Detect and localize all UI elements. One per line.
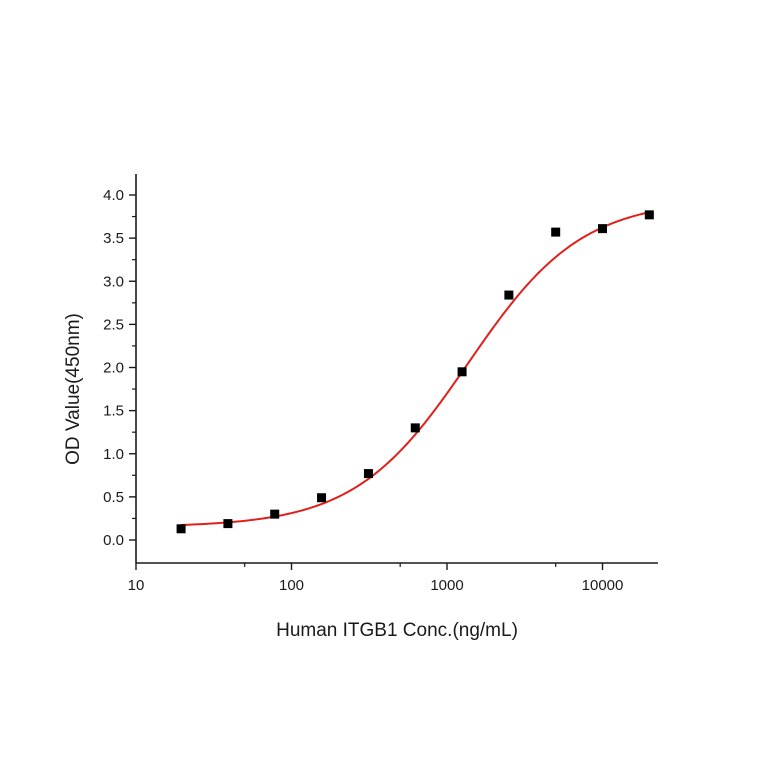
y-tick-label: 1.5	[103, 403, 124, 420]
axes	[135, 174, 658, 564]
x-tick-label: 1000	[430, 577, 463, 594]
data-point	[504, 290, 514, 300]
data-point	[363, 469, 373, 479]
y-ticks: 0.0 0.5 1.0 1.5 2.0 2.5 3.0 3.5 4.0	[103, 187, 136, 549]
x-tick-label: 100	[279, 577, 304, 594]
x-ticks: 10 100 1000 10000	[128, 563, 624, 594]
y-tick-label: 2.0	[103, 360, 124, 377]
fit-curve	[181, 211, 650, 526]
data-point	[644, 210, 654, 220]
y-tick-label: 3.5	[103, 230, 124, 247]
y-axis-title: OD Value(450nm)	[63, 313, 84, 465]
y-tick-label: 3.0	[103, 273, 124, 290]
y-tick-label: 2.5	[103, 316, 124, 333]
data-points	[176, 210, 654, 534]
y-tick-label: 4.0	[103, 187, 124, 204]
data-point	[457, 367, 467, 377]
y-tick-label: 0.5	[103, 489, 124, 506]
x-axis-title: Human ITGB1 Conc.(ng/mL)	[276, 620, 518, 641]
y-tick-label: 1.0	[103, 446, 124, 463]
data-point	[410, 423, 420, 433]
x-tick-label: 10000	[582, 577, 624, 594]
data-point	[551, 227, 561, 237]
data-point	[598, 224, 607, 234]
data-point	[176, 524, 186, 534]
data-point	[223, 519, 233, 529]
y-tick-label: 0.0	[103, 532, 124, 549]
data-point	[270, 509, 280, 519]
data-point	[317, 493, 327, 503]
x-tick-label: 10	[128, 577, 145, 594]
